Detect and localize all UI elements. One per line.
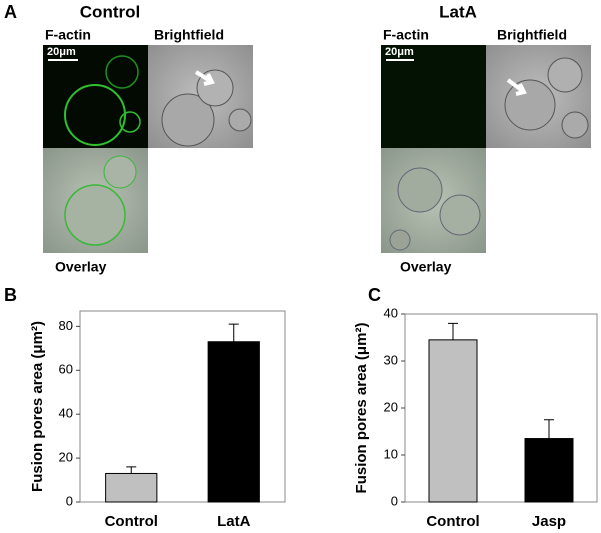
y-tick-label: 30	[384, 352, 398, 367]
bar	[524, 438, 574, 503]
channel-label: Brightfield	[154, 27, 224, 43]
channel-label: Brightfield	[497, 27, 567, 43]
scale-bar-label: 20μm	[385, 46, 414, 58]
error-bar	[544, 419, 554, 439]
y-tick-label: 80	[59, 318, 73, 333]
micrograph	[381, 45, 591, 253]
y-tick-label: 10	[384, 446, 398, 461]
group-title: LatA	[439, 2, 477, 21]
y-tick-label: 60	[59, 362, 73, 377]
panel-label: B	[4, 285, 17, 305]
y-tick-label: 20	[59, 450, 73, 465]
channel-label: F-actin	[383, 27, 429, 43]
bar	[428, 339, 478, 503]
channel-label: F-actin	[45, 27, 91, 43]
group-title: Control	[80, 2, 140, 21]
x-tick-label: LatA	[217, 513, 251, 530]
bar	[105, 472, 158, 503]
plot-frame	[79, 310, 286, 503]
x-tick-label: Control	[105, 513, 158, 530]
error-bar	[448, 322, 458, 340]
scale-bar-label: 20μm	[47, 46, 76, 58]
y-axis-label: Fusion pores area (μm²)	[29, 321, 46, 492]
y-tick-label: 0	[391, 493, 398, 508]
overlay-label: Overlay	[400, 259, 452, 275]
overlay-label: Overlay	[55, 259, 107, 275]
panel-label: C	[368, 285, 381, 305]
x-tick-label: Jasp	[532, 513, 566, 530]
error-bar	[126, 466, 137, 474]
y-axis-label: Fusion pores area (μm²)	[353, 323, 370, 494]
x-tick-label: Control	[426, 513, 479, 530]
bar	[207, 341, 260, 503]
y-tick-label: 0	[66, 493, 73, 508]
y-tick-label: 40	[59, 406, 73, 421]
error-bar	[228, 323, 239, 342]
y-tick-label: 40	[384, 305, 398, 320]
panel-label: A	[4, 2, 17, 22]
y-tick-label: 20	[384, 399, 398, 414]
micrograph	[43, 45, 253, 253]
